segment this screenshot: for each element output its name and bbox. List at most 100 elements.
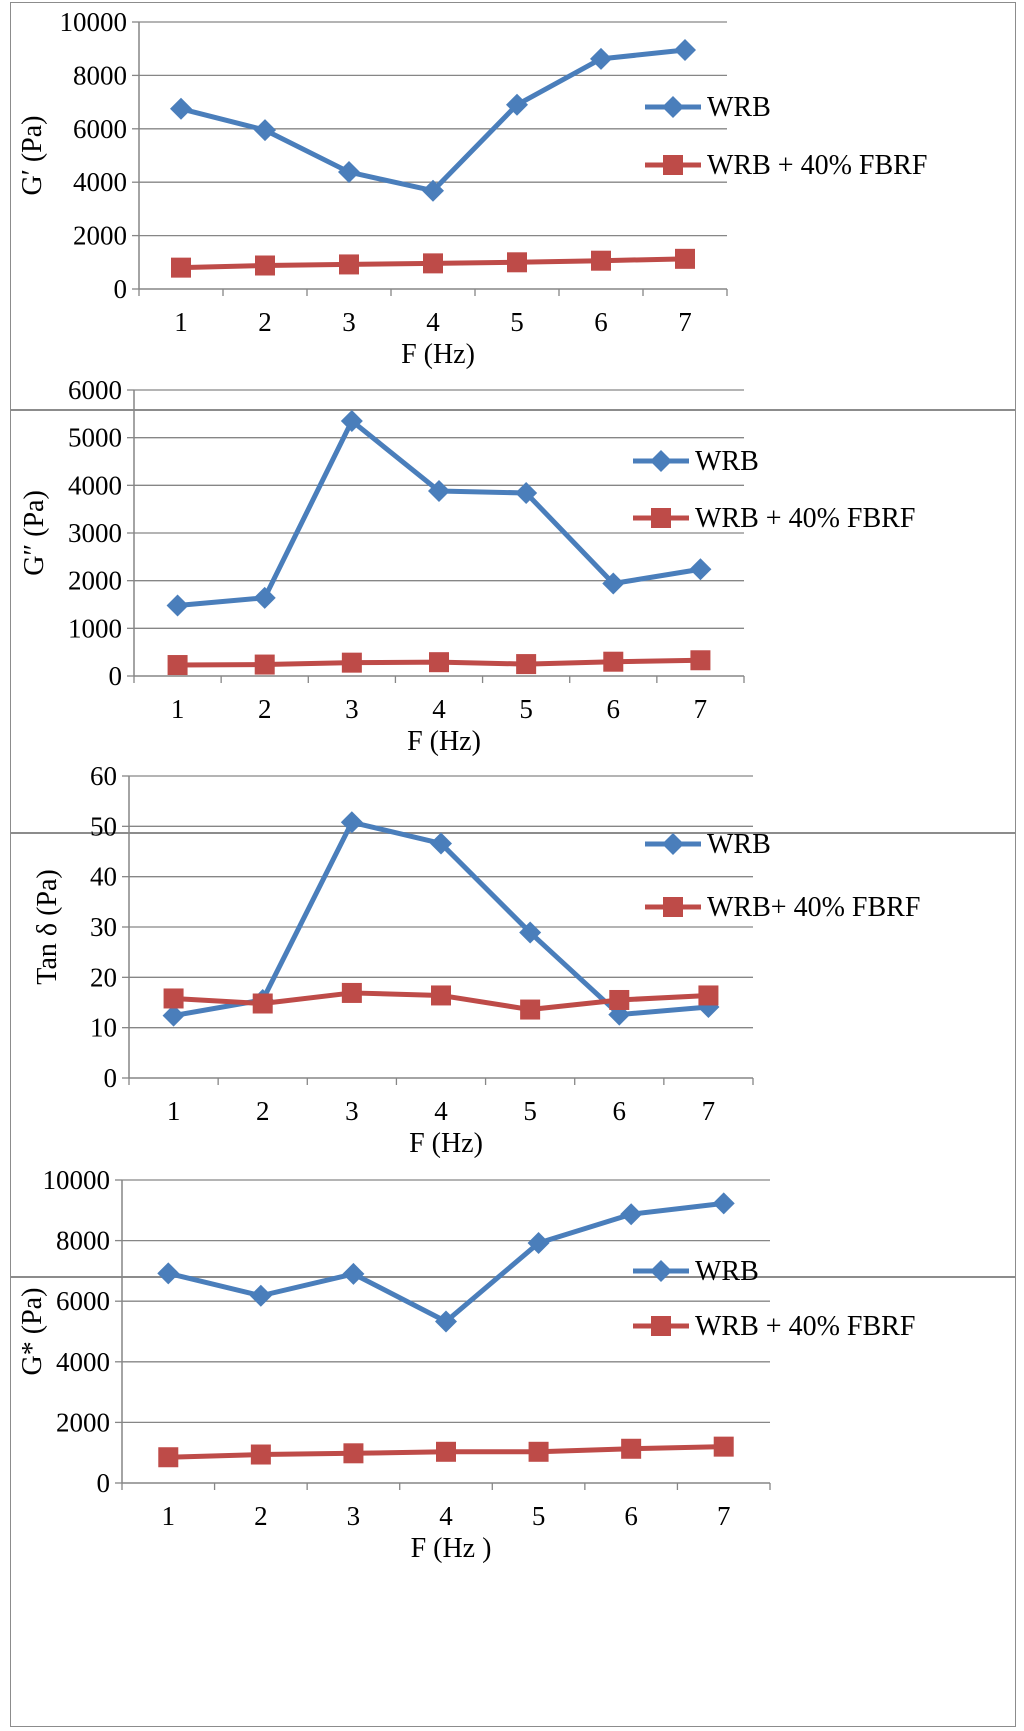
legend-label: WRB (707, 829, 771, 860)
data-point (249, 1284, 272, 1307)
legend-marker (662, 96, 684, 118)
x-tick-label: 4 (434, 1096, 448, 1126)
data-point (171, 257, 191, 278)
y-tick-label: 2000 (68, 566, 122, 596)
data-point (158, 1447, 179, 1468)
x-tick-label: 3 (345, 694, 359, 724)
chart-g-double-prime: 0 1000 2000 3000 4000 5000 6000 1 2 3 4 5 6 7 F (Hz) G″… (19, 375, 915, 757)
y-tick-label: 50 (90, 811, 117, 841)
y-tick-label: 2000 (73, 221, 127, 251)
y-tick-label: 4000 (56, 1347, 110, 1377)
data-point (609, 989, 630, 1010)
data-point (428, 480, 450, 503)
data-point (515, 481, 538, 504)
x-tick-label: 1 (174, 307, 188, 337)
data-point (698, 985, 719, 1006)
x-tick-label: 5 (523, 1096, 537, 1126)
y-tick-label: 10000 (60, 7, 128, 37)
x-tick-label: 7 (694, 694, 708, 724)
data-point (250, 1444, 271, 1465)
data-point (621, 1438, 642, 1459)
x-tick-label: 7 (717, 1501, 731, 1531)
x-tick-label: 7 (678, 307, 692, 337)
y-tick-label: 6000 (56, 1286, 110, 1316)
x-tick-label: 4 (439, 1501, 453, 1531)
y-tick-label: 6000 (73, 114, 127, 144)
data-point (689, 558, 712, 581)
legend-marker (650, 450, 672, 472)
data-point (254, 119, 276, 142)
data-point (422, 179, 444, 202)
data-point (690, 650, 711, 671)
data-point (339, 254, 359, 275)
data-point (157, 1262, 180, 1285)
data-point (602, 572, 625, 595)
x-tick-label: 2 (254, 1501, 268, 1531)
y-tick-label: 1000 (68, 613, 122, 643)
x-tick-label: 5 (532, 1501, 546, 1531)
y-tick-label: 10 (90, 1013, 117, 1043)
data-point (712, 1192, 735, 1215)
x-tick-label: 3 (342, 307, 356, 337)
data-point (163, 988, 184, 1009)
x-tick-label: 1 (167, 1096, 181, 1126)
x-tick-label: 3 (347, 1501, 361, 1531)
y-axis-title: G″ (Pa) (19, 490, 50, 576)
legend-marker (651, 508, 671, 528)
data-point (435, 1310, 457, 1333)
data-point (528, 1441, 549, 1462)
x-tick-label: 4 (426, 307, 440, 337)
data-point (170, 97, 192, 120)
legend-label: WRB (707, 92, 771, 123)
data-point (338, 161, 360, 184)
y-tick-label: 30 (90, 912, 117, 942)
chart-g-star: 0 2000 4000 6000 8000 10000 1 2 3 4 5 6 7 F (Hz ) G* (… (17, 1165, 915, 1564)
data-point (166, 594, 189, 617)
data-point (527, 1232, 550, 1255)
legend-marker (651, 1316, 671, 1336)
y-tick-label: 2000 (56, 1407, 110, 1437)
data-point (167, 655, 188, 676)
legend-marker (663, 897, 683, 917)
x-axis-title: F (Hz ) (411, 1533, 492, 1564)
y-tick-label: 0 (104, 1063, 118, 1093)
x-tick-label: 7 (702, 1096, 716, 1126)
x-tick-label: 5 (510, 307, 524, 337)
legend-label: WRB (695, 446, 759, 477)
data-point (590, 47, 612, 70)
data-point (252, 993, 273, 1014)
y-tick-label: 4000 (68, 470, 122, 500)
data-point (713, 1436, 734, 1457)
legend-label: WRB (695, 1256, 759, 1287)
data-point (423, 253, 443, 274)
x-tick-label: 6 (594, 307, 608, 337)
y-tick-label: 0 (97, 1468, 111, 1498)
x-tick-label: 6 (624, 1501, 638, 1531)
x-tick-label: 2 (258, 307, 272, 337)
y-tick-label: 20 (90, 962, 117, 992)
data-point (254, 654, 275, 675)
chart-panel-tan-delta: 0 10 20 30 40 50 60 1 2 3 4 5 6 7 F (Hz) Tan δ (Pa) WRB W… (10, 761, 1016, 1277)
y-tick-label: 40 (90, 862, 117, 892)
legend-marker (650, 1260, 672, 1282)
data-point (430, 832, 452, 855)
series-line-wrb (180, 47, 686, 194)
y-tick-label: 8000 (73, 60, 127, 90)
x-tick-label: 6 (607, 694, 621, 724)
data-point (255, 255, 275, 276)
data-point (342, 1262, 365, 1285)
legend-label: WRB+ 40% FBRF (707, 892, 920, 923)
data-point (516, 654, 537, 675)
x-tick-label: 1 (171, 694, 185, 724)
legend-marker (662, 833, 684, 855)
data-point (675, 248, 695, 269)
data-point (620, 1203, 643, 1226)
data-point (507, 252, 527, 273)
chart-tan-delta: 0 10 20 30 40 50 60 1 2 3 4 5 6 7 F (Hz) Tan δ (Pa) WRB W… (32, 761, 920, 1159)
y-axis-title: G* (Pa) (17, 1288, 48, 1376)
x-tick-label: 3 (345, 1096, 359, 1126)
data-point (162, 1004, 185, 1027)
data-point (340, 409, 363, 432)
y-tick-label: 6000 (68, 375, 122, 405)
x-tick-label: 2 (256, 1096, 270, 1126)
